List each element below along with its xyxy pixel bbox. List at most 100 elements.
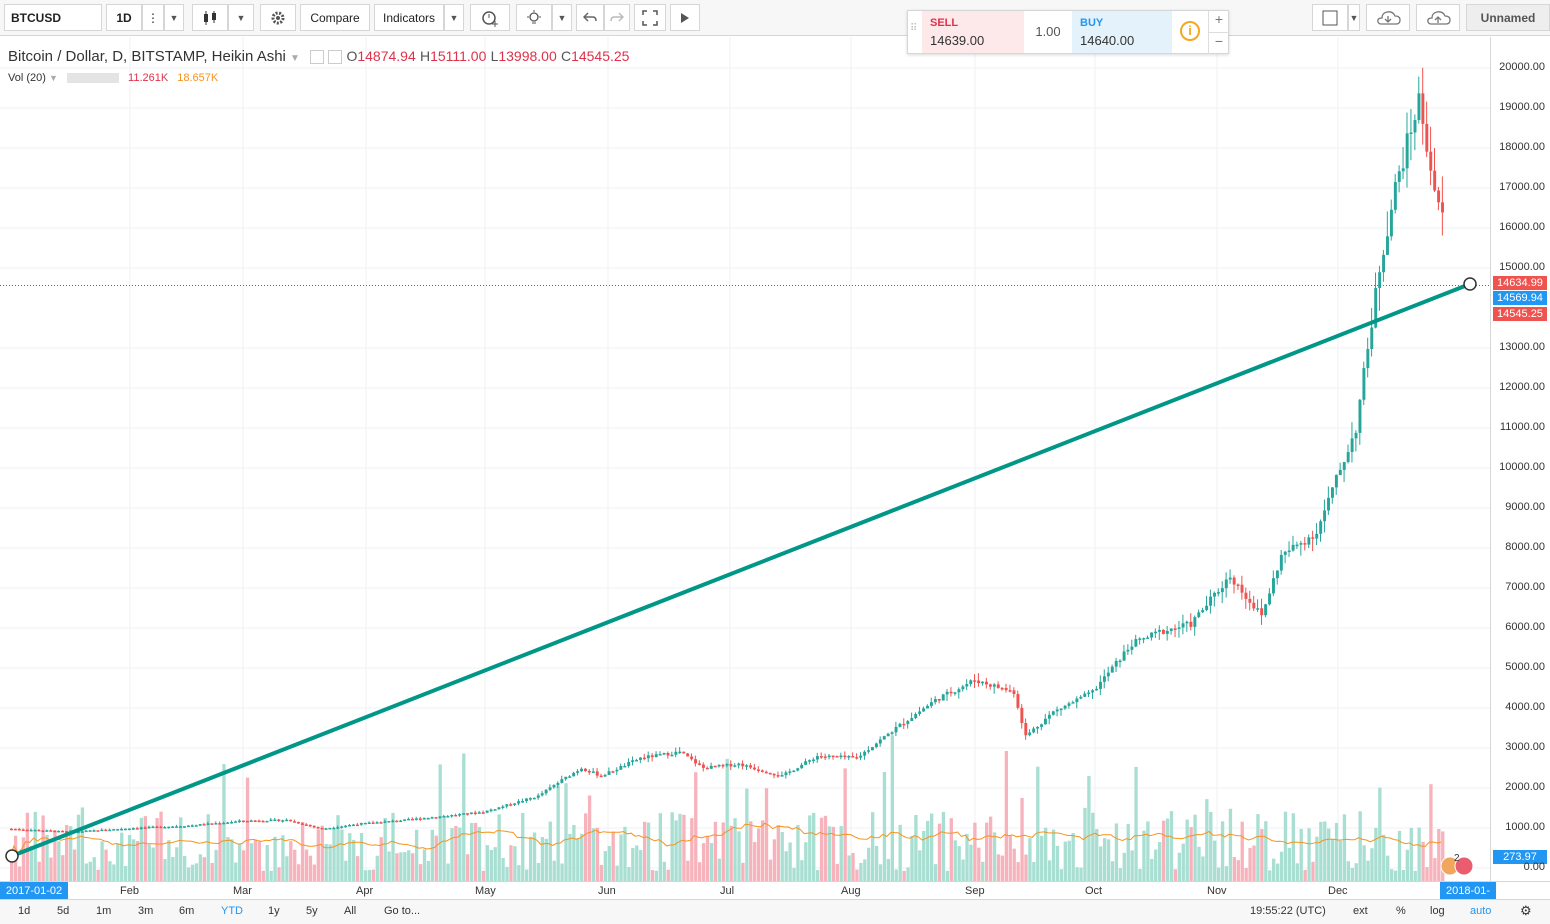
range-5d[interactable]: 5d <box>57 905 70 917</box>
range-6m[interactable]: 6m <box>179 905 195 917</box>
percent-toggle[interactable]: % <box>1396 905 1406 917</box>
candle-body <box>701 764 705 768</box>
trend-line-start-handle[interactable] <box>5 849 19 863</box>
alert-clock-icon[interactable] <box>470 4 510 31</box>
price-axis-label: 20000.00 <box>1499 61 1545 73</box>
volume-bar <box>1004 751 1009 881</box>
price-axis-label: 9000.00 <box>1505 501 1545 513</box>
info-icon[interactable]: i <box>1180 21 1200 41</box>
candle-body <box>466 813 469 815</box>
indicators-button[interactable]: Indicators <box>374 4 444 31</box>
auto-toggle[interactable]: auto <box>1470 905 1492 917</box>
low-value: 13998.00 <box>498 48 557 64</box>
trend-line-end-handle[interactable] <box>1463 277 1477 291</box>
log-toggle[interactable]: log <box>1430 905 1445 917</box>
interval-button[interactable]: 1D <box>106 4 142 31</box>
fullscreen-icon[interactable] <box>634 4 666 31</box>
volume-bar <box>1118 868 1123 881</box>
volume-bar <box>678 813 682 881</box>
volume-bar <box>238 844 242 881</box>
range-all[interactable]: All <box>344 905 357 917</box>
candle-body <box>230 821 234 824</box>
volume-controls-icon[interactable] <box>66 73 119 84</box>
volume-bar <box>1205 799 1209 881</box>
volume-bar <box>1240 821 1244 881</box>
hide-series-icon[interactable] <box>310 50 325 65</box>
volume-bar <box>363 870 368 881</box>
redo-icon[interactable] <box>604 4 630 31</box>
volume-bar <box>1374 827 1378 881</box>
candle-body <box>234 821 238 823</box>
more-intervals-icon[interactable]: ⋮ <box>142 4 164 31</box>
chart-pane[interactable]: 2 <box>0 37 1490 881</box>
range-ytd[interactable]: YTD <box>221 905 243 917</box>
legend-dropdown-icon[interactable]: ▼ <box>290 53 300 64</box>
candle-body <box>898 723 902 727</box>
volume-bar <box>914 815 918 881</box>
candle-body <box>1138 638 1142 641</box>
volume-dropdown-icon[interactable]: ▼ <box>48 73 58 83</box>
range-1d[interactable]: 1d <box>18 905 31 917</box>
price-axis-label: 5000.00 <box>1505 661 1545 673</box>
ideas-dropdown-icon[interactable]: ▼ <box>552 4 572 31</box>
price-axis-label: 2000.00 <box>1505 781 1545 793</box>
range-5y[interactable]: 5y <box>306 905 318 917</box>
volume-bar <box>701 843 706 881</box>
interval-dropdown-icon[interactable]: ▼ <box>164 4 184 31</box>
replay-play-icon[interactable] <box>670 4 700 31</box>
chart-style-dropdown-icon[interactable]: ▼ <box>228 4 254 31</box>
volume-bar <box>564 783 568 881</box>
volume-bar <box>163 858 167 881</box>
volume-bar <box>1232 857 1237 881</box>
compare-button[interactable]: Compare <box>300 4 370 31</box>
volume-bar <box>532 832 537 881</box>
price-axis[interactable]: 14634.99 14569.94 14545.25 273.97 20000.… <box>1490 37 1550 881</box>
candle-body <box>749 765 753 768</box>
time-axis[interactable]: 2017-01-02 2018-01- Feb Mar Apr May Jun Jul Au… <box>0 881 1550 900</box>
candle-body <box>418 818 422 820</box>
range-3m[interactable]: 3m <box>138 905 154 917</box>
volume-bar <box>890 735 894 881</box>
candle-body <box>1146 637 1150 639</box>
volume-bar <box>1071 833 1075 881</box>
symbol-search[interactable]: BTCUSD <box>4 4 102 31</box>
volume-bar <box>485 845 490 881</box>
sell-label: SELL <box>930 17 959 29</box>
volume-bar <box>477 827 482 881</box>
event-flags-icon[interactable]: 2 <box>1438 853 1478 877</box>
quantity-minus-icon[interactable]: − <box>1208 32 1229 54</box>
candles-style-icon[interactable] <box>192 4 228 31</box>
indicators-dropdown-icon[interactable]: ▼ <box>444 4 464 31</box>
cloud-save-icon[interactable] <box>1416 4 1460 31</box>
candle-body <box>1051 711 1055 715</box>
candle-body <box>1079 696 1083 699</box>
axis-settings-icon[interactable]: ⚙ <box>1520 903 1532 918</box>
drag-handle-icon[interactable]: ⠿ <box>910 23 918 34</box>
goto-button[interactable]: Go to... <box>384 905 421 917</box>
series-settings-icon[interactable] <box>328 50 343 65</box>
range-1m[interactable]: 1m <box>96 905 112 917</box>
volume-bar <box>812 812 816 881</box>
layout-name[interactable]: Unnamed <box>1466 4 1550 31</box>
ideas-bulb-icon[interactable] <box>516 4 552 31</box>
quantity-field[interactable]: 1.00 <box>1035 24 1061 39</box>
candle-body <box>929 702 933 706</box>
candle-body <box>1032 728 1036 733</box>
candle-body <box>171 826 175 828</box>
volume-bar <box>450 828 454 881</box>
undo-icon[interactable] <box>576 4 604 31</box>
range-1y[interactable]: 1y <box>268 905 280 917</box>
chart-layout-icon[interactable] <box>1312 4 1348 31</box>
layout-dropdown-icon[interactable]: ▼ <box>1348 4 1360 31</box>
buy-button[interactable]: BUY 14640.00 <box>1072 11 1172 53</box>
quantity-plus-icon[interactable]: + <box>1208 11 1229 32</box>
time-start-tag: 2017-01-02 <box>0 882 68 900</box>
cloud-load-icon[interactable] <box>1366 4 1410 31</box>
candle-body <box>914 714 918 719</box>
volume-bar <box>749 821 753 881</box>
settings-gear-icon[interactable] <box>260 4 296 31</box>
price-chart[interactable] <box>0 37 1490 881</box>
ext-toggle[interactable]: ext <box>1353 905 1368 917</box>
candle-body <box>1350 438 1354 453</box>
sell-button[interactable]: SELL 14639.00 <box>922 11 1024 53</box>
